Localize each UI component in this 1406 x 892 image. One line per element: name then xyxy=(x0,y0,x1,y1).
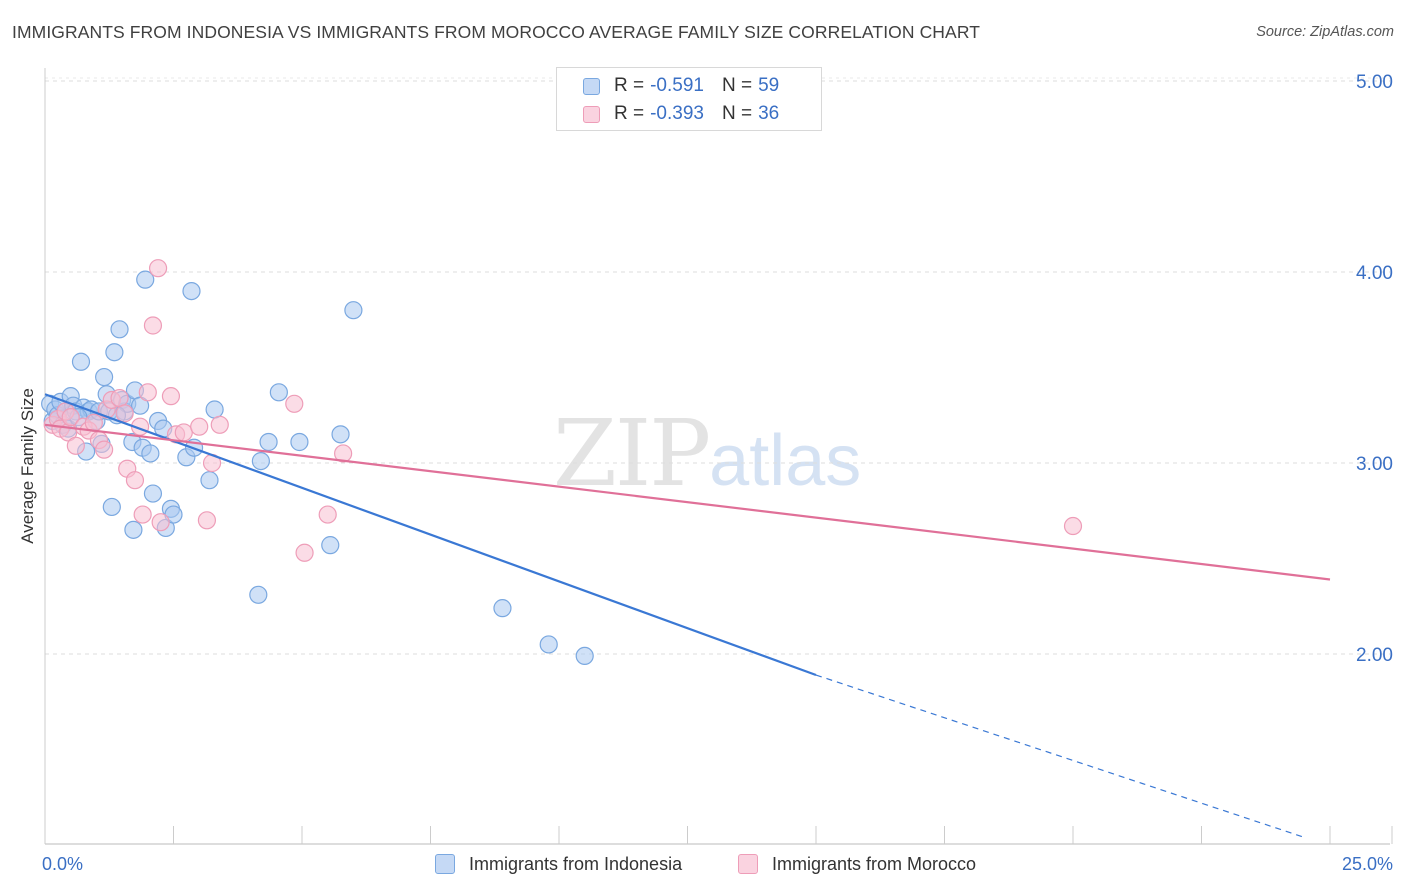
indonesia-point xyxy=(143,484,163,503)
legend-row-indonesia: R = -0.591 N = 59 xyxy=(583,74,779,98)
y-tick-label: 5.00 xyxy=(1356,72,1393,93)
chart-title: IMMIGRANTS FROM INDONESIA VS IMMIGRANTS … xyxy=(12,22,981,42)
stats-legend: R = -0.591 N = 59 R = -0.393 N = 36 xyxy=(556,67,822,131)
indonesia-n-value: 59 xyxy=(758,75,780,96)
indonesia-point xyxy=(71,352,91,371)
indonesia-point xyxy=(200,471,219,490)
bottom-indonesia-label: Immigrants from Indonesia xyxy=(469,853,683,874)
morocco-point xyxy=(125,471,145,490)
indonesia-point xyxy=(269,383,288,402)
morocco-point xyxy=(190,417,209,436)
morocco-point xyxy=(197,511,217,530)
indonesia-point xyxy=(539,635,558,654)
bottom-legend-indonesia: Immigrants from Indonesia xyxy=(435,852,682,876)
morocco-point xyxy=(1063,516,1083,536)
morocco-point xyxy=(110,388,129,408)
morocco-point xyxy=(66,436,85,455)
indonesia-trend-extension xyxy=(815,674,1305,838)
indonesia-point xyxy=(249,585,268,604)
y-tick-label: 2.00 xyxy=(1356,645,1393,666)
x-tick-label: 0.0% xyxy=(42,854,83,874)
indonesia-point xyxy=(124,520,143,539)
morocco-point xyxy=(133,505,152,524)
morocco-swatch xyxy=(583,105,600,123)
morocco-n-value: 36 xyxy=(758,103,780,124)
indonesia-point xyxy=(95,367,114,387)
morocco-trend-line xyxy=(44,423,1331,581)
indonesia-point xyxy=(290,432,309,452)
morocco-point xyxy=(210,415,229,434)
morocco-point xyxy=(318,505,337,524)
morocco-point xyxy=(143,316,163,335)
indonesia-point xyxy=(110,320,129,339)
bottom-morocco-label: Immigrants from Morocco xyxy=(772,853,977,874)
y-tick-label: 3.00 xyxy=(1356,454,1393,475)
bottom-legend-morocco: Immigrants from Morocco xyxy=(738,852,976,876)
chart-source: Source: ZipAtlas.com xyxy=(1256,24,1394,40)
indonesia-point xyxy=(136,270,155,289)
indonesia-point xyxy=(102,497,121,517)
indonesia-point xyxy=(141,444,160,463)
indonesia-point xyxy=(259,432,278,452)
indonesia-r-value: -0.591 xyxy=(650,75,704,96)
indonesia-point xyxy=(321,536,340,555)
morocco-point xyxy=(84,413,103,432)
morocco-point xyxy=(151,513,170,532)
indonesia-point xyxy=(105,343,124,362)
indonesia-point xyxy=(493,599,512,618)
morocco-point xyxy=(161,387,181,406)
morocco-point xyxy=(174,423,193,442)
indonesia-point xyxy=(130,396,150,415)
morocco-r-label: R = xyxy=(614,103,645,124)
indonesia-swatch xyxy=(583,77,600,95)
watermark-atlas: atlas xyxy=(709,421,862,501)
bottom-indonesia-swatch xyxy=(435,854,455,874)
indonesia-point xyxy=(331,425,350,444)
y-tick-label: 4.00 xyxy=(1356,263,1393,284)
indonesia-point xyxy=(251,451,270,471)
indonesia-r-label: R = xyxy=(614,75,645,96)
morocco-point xyxy=(95,440,114,459)
morocco-point xyxy=(295,543,314,562)
indonesia-point xyxy=(205,400,224,419)
morocco-point xyxy=(148,259,168,278)
morocco-point xyxy=(138,383,157,402)
morocco-point xyxy=(61,408,80,427)
morocco-point xyxy=(334,444,353,463)
indonesia-point xyxy=(344,301,363,320)
morocco-point xyxy=(115,404,134,423)
morocco-r-value: -0.393 xyxy=(650,103,704,124)
morocco-point xyxy=(285,394,304,413)
y-axis-title: Average Family Size xyxy=(18,388,37,544)
bottom-morocco-swatch xyxy=(738,854,758,874)
indonesia-point xyxy=(575,646,594,666)
x-tick-label: 25.0% xyxy=(1342,854,1393,874)
indonesia-n-label: N = xyxy=(721,75,753,96)
legend-row-morocco: R = -0.393 N = 36 xyxy=(583,102,779,126)
indonesia-point xyxy=(182,282,201,301)
morocco-n-label: N = xyxy=(721,103,753,124)
